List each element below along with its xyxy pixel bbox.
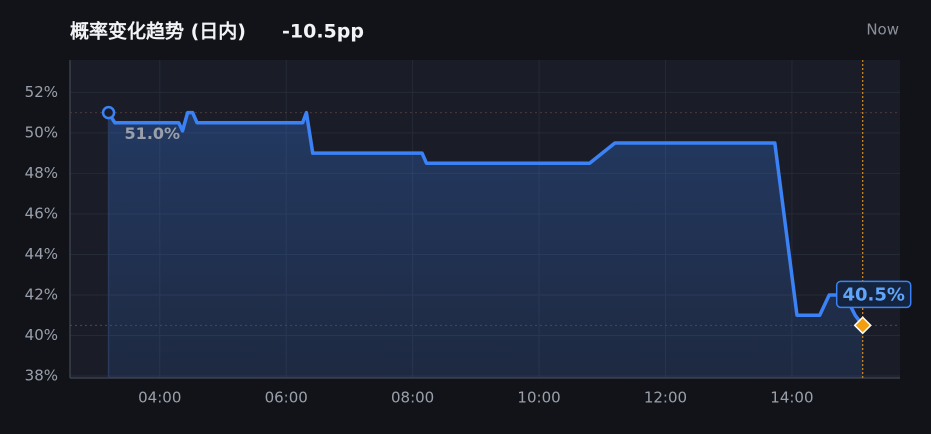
end-point — [853, 316, 872, 335]
y-tick-label: 52% — [25, 83, 58, 101]
change: -10.5pp — [282, 21, 364, 43]
line — [107, 110, 865, 327]
y-tick-label: 48% — [25, 164, 58, 182]
y-tick-label: 38% — [25, 366, 58, 384]
y-tick-label: 40% — [25, 326, 58, 344]
value-label: 51.0% — [125, 124, 181, 143]
y-tick-label: 46% — [25, 204, 58, 222]
y-tick-label: 44% — [25, 245, 58, 263]
x-tick-label: 14:00 — [770, 389, 813, 407]
label-box — [835, 280, 912, 309]
chart-title: 概率变化趋势 (日内) — [70, 20, 246, 43]
x-tick-label: 12:00 — [644, 389, 687, 407]
x-tick-label: 04:00 — [138, 389, 181, 407]
value-label: 40.5% — [842, 284, 904, 305]
now-label: Now — [866, 21, 899, 39]
y-tick-label: 42% — [25, 285, 58, 303]
area — [108, 112, 863, 379]
start-point — [101, 105, 116, 120]
x-tick-label: 06:00 — [265, 389, 308, 407]
x-tick-label: 08:00 — [391, 389, 434, 407]
x-tick-label: 10:00 — [517, 389, 560, 407]
y-tick-label: 50% — [25, 123, 58, 141]
